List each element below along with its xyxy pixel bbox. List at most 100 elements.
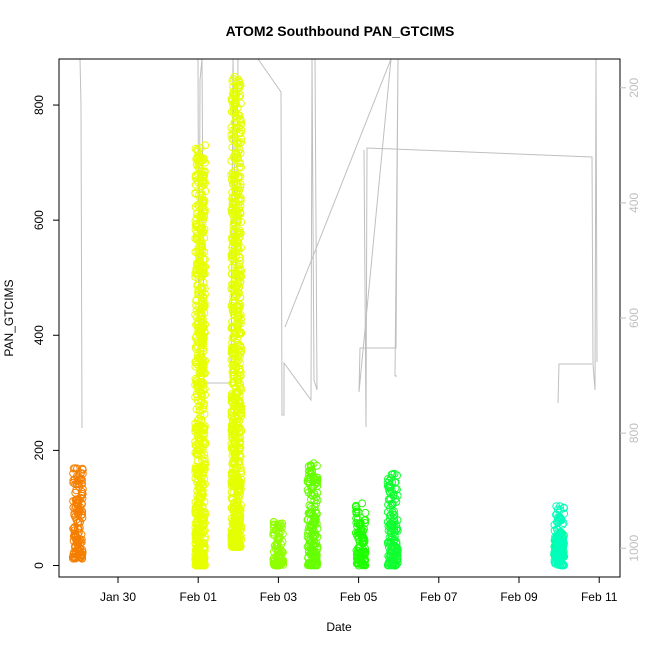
- data-point: [234, 484, 243, 493]
- data-point: [197, 282, 206, 291]
- data-point: [234, 265, 243, 274]
- data-point: [193, 552, 202, 561]
- data-point: [228, 280, 237, 289]
- data-point: [235, 543, 244, 551]
- data-point: [230, 371, 239, 380]
- data-point: [229, 535, 237, 544]
- data-point: [201, 141, 210, 150]
- data-point: [198, 516, 207, 525]
- data-point: [196, 367, 205, 376]
- data-point: [305, 527, 314, 536]
- y-tick-label-0: 0: [32, 562, 46, 569]
- data-point: [555, 533, 564, 542]
- data-point: [304, 554, 313, 563]
- data-point: [270, 560, 279, 569]
- data-point: [199, 369, 208, 378]
- data-point: [197, 358, 206, 367]
- data-point: [236, 452, 245, 461]
- data-point: [230, 171, 239, 180]
- data-point: [200, 212, 209, 221]
- data-point: [233, 314, 242, 323]
- data-point: [235, 461, 244, 470]
- data-point: [192, 356, 201, 365]
- data-point: [230, 498, 238, 507]
- data-point: [194, 274, 203, 283]
- data-point: [195, 262, 204, 271]
- data-point: [235, 233, 244, 242]
- y-right-tick-label-4: 1000: [627, 535, 641, 562]
- data-point: [192, 306, 201, 315]
- data-point: [69, 464, 78, 473]
- data-point: [197, 380, 206, 389]
- data-point: [236, 480, 245, 489]
- data-point: [228, 469, 236, 478]
- plot-frame: [58, 58, 621, 578]
- data-point: [229, 344, 238, 353]
- data-point: [191, 508, 200, 517]
- data-point: [388, 517, 397, 526]
- data-point: [199, 318, 207, 327]
- data-point: [196, 226, 205, 235]
- data-point: [198, 298, 207, 307]
- data-point: [193, 416, 202, 425]
- data-point: [197, 371, 206, 380]
- data-point: [389, 490, 398, 499]
- data-point: [237, 138, 246, 147]
- data-point: [200, 327, 209, 336]
- data-points-layer: [68, 72, 569, 570]
- data-point: [196, 390, 205, 398]
- data-point: [234, 172, 243, 181]
- x-tick-label-6: Feb 11: [581, 590, 618, 604]
- data-point: [193, 351, 202, 360]
- data-point: [269, 530, 278, 539]
- data-point: [193, 396, 202, 405]
- data-point: [554, 518, 563, 527]
- data-point: [197, 335, 206, 344]
- chart-title: ATOM2 Southbound PAN_GTCIMS: [226, 23, 455, 39]
- data-point: [230, 216, 239, 225]
- data-point: [234, 311, 243, 320]
- data-point: [73, 524, 82, 533]
- data-point: [236, 99, 245, 108]
- data-point: [199, 431, 208, 440]
- data-point: [389, 536, 398, 545]
- data-point: [312, 558, 321, 567]
- data-point: [232, 270, 241, 279]
- data-point: [229, 516, 237, 525]
- data-point: [392, 547, 401, 556]
- y-tick-label-3: 600: [32, 210, 46, 230]
- data-point: [193, 260, 202, 269]
- data-point: [236, 533, 244, 542]
- data-point: [384, 526, 393, 535]
- data-point: [197, 361, 206, 370]
- data-point: [358, 499, 367, 508]
- data-point: [236, 277, 245, 286]
- data-point: [78, 485, 87, 494]
- data-point: [229, 180, 238, 189]
- data-point: [227, 390, 236, 399]
- data-point: [236, 301, 245, 310]
- data-point: [228, 355, 237, 364]
- data-point: [232, 483, 241, 492]
- data-point: [76, 517, 85, 526]
- data-point: [196, 561, 205, 570]
- data-point: [230, 72, 239, 81]
- data-point: [236, 511, 245, 520]
- data-point: [196, 424, 205, 433]
- data-point: [359, 526, 368, 535]
- data-point: [193, 543, 202, 552]
- data-point: [200, 410, 209, 419]
- data-point: [197, 189, 206, 197]
- data-point: [359, 546, 368, 554]
- data-point: [304, 515, 313, 524]
- x-tick-label-1: Feb 01: [180, 590, 218, 604]
- data-point: [193, 456, 202, 465]
- data-point: [227, 156, 236, 165]
- data-point: [390, 469, 399, 478]
- data-point: [310, 547, 319, 556]
- data-point: [236, 129, 245, 138]
- data-point: [199, 323, 208, 332]
- data-point: [559, 539, 568, 548]
- data-point: [352, 505, 361, 514]
- data-point: [197, 351, 206, 360]
